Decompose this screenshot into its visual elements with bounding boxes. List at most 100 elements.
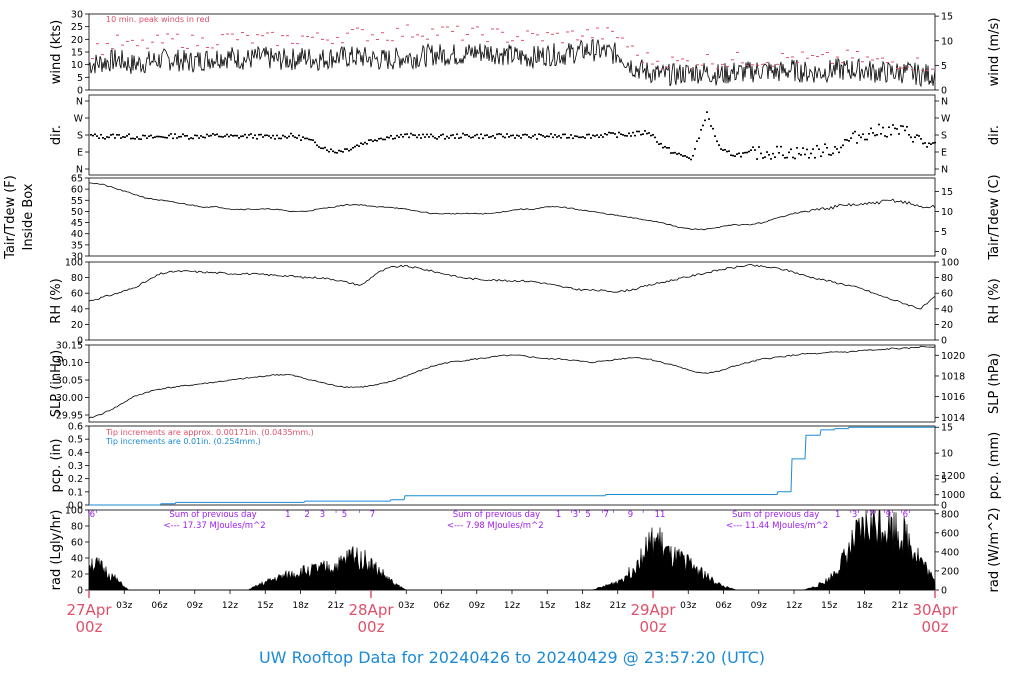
dir-point [824, 143, 826, 146]
dir-point [800, 154, 802, 156]
dir-point [364, 141, 366, 144]
dir-point [170, 133, 172, 135]
dir-point [548, 135, 550, 138]
dir-point [766, 151, 768, 153]
dir-point [810, 152, 812, 155]
dir-point [902, 125, 904, 128]
rh-ytick-label: 0 [77, 336, 83, 347]
dir-point [424, 136, 426, 138]
pcp-ytick-label: 0.3 [68, 461, 83, 472]
dir-point [402, 135, 404, 138]
temp-ytick-label: 30 [71, 252, 83, 263]
dir-point [432, 135, 434, 138]
dir-point [870, 127, 872, 130]
temp-ytick-right-label: 5 [941, 227, 947, 238]
dir-point [414, 134, 416, 137]
dir-point [182, 133, 184, 136]
dir-point [482, 137, 484, 140]
rad-hour-mark: ' [642, 510, 644, 520]
wind-note: 10 min. peak winds in red [106, 15, 210, 24]
dir-point [188, 138, 190, 140]
dir-point [914, 136, 916, 138]
dir-point [898, 133, 900, 135]
dir-point [702, 124, 704, 127]
dir-point [478, 137, 480, 139]
dir-point [784, 157, 786, 159]
dir-point [262, 136, 264, 138]
dir-point [906, 126, 908, 128]
dir-point [358, 145, 360, 147]
dir-point [228, 135, 230, 138]
dir-point [142, 134, 144, 137]
dir-point [430, 133, 432, 136]
temp-ylabel-right: Tair/Tdew (C) [987, 174, 1002, 260]
dir-point [558, 135, 560, 137]
dir-point [892, 124, 894, 126]
x-tick-label: 18z [292, 601, 308, 611]
dir-point [764, 156, 766, 158]
rad-hour-mark: '9' [883, 510, 893, 520]
dir-point [146, 137, 148, 139]
dir-point [276, 134, 278, 137]
dir-point [128, 133, 130, 136]
dir-point [216, 133, 218, 136]
dir-point [912, 140, 914, 143]
dir-point [348, 149, 350, 152]
dir-point [110, 134, 112, 136]
dir-point [278, 137, 280, 140]
slp-ytick-label: 30.15 [56, 341, 83, 352]
dir-point [592, 134, 594, 137]
dir-ytick-right-label: N [941, 97, 948, 108]
dir-point [744, 151, 746, 154]
rh-ytick-label: 20 [71, 320, 83, 331]
rad-hour-mark: '6' [87, 510, 97, 520]
x-tick-label: 09z [751, 601, 767, 611]
dir-point [334, 151, 336, 154]
rad-daily-sum-label: Sum of previous day [453, 510, 540, 520]
dir-point [412, 134, 414, 136]
x-tick-label: 06z [715, 601, 731, 611]
dir-point [516, 134, 518, 137]
x-tick-label: 09z [469, 601, 485, 611]
dir-point [928, 142, 930, 145]
dir-point [246, 136, 248, 139]
dir-point [490, 135, 492, 138]
dir-point [762, 157, 764, 159]
dir-point [612, 132, 614, 134]
day-label-date: 27Apr [66, 601, 112, 619]
dir-point [288, 135, 290, 138]
dir-ytick-right-label: N [941, 165, 948, 176]
dir-point [174, 133, 176, 135]
dir-point [130, 137, 132, 140]
slp-ytick-right-label: 1016 [941, 392, 965, 403]
dir-point [888, 126, 890, 129]
pcp-ytick-right-label: 5 [941, 475, 947, 486]
dir-point [910, 136, 912, 139]
dir-point [818, 148, 820, 151]
dir-point [716, 140, 718, 143]
dir-point [580, 136, 582, 139]
dir-point [294, 136, 296, 139]
slp-ytick-right-label: 1014 [941, 413, 965, 424]
rh-ytick-label: 40 [71, 304, 83, 315]
dir-point [466, 134, 468, 136]
dir-point [688, 157, 690, 159]
dir-point [722, 149, 724, 151]
dir-point [222, 136, 224, 138]
dir-point [256, 137, 258, 140]
dir-point [562, 133, 564, 136]
dir-point [208, 135, 210, 137]
dir-point [362, 143, 364, 145]
rad-hour-mark: '7 [601, 510, 609, 520]
dir-point [150, 134, 152, 137]
dir-point [340, 150, 342, 153]
x-tick-label: 21z [328, 601, 344, 611]
dir-point [106, 136, 108, 138]
dir-point [508, 136, 510, 138]
dir-point [120, 137, 122, 139]
rad-daily-sum-value: <--- 17.37 MJoules/m^2 [163, 521, 265, 531]
dir-point [576, 135, 578, 138]
dir-point [300, 139, 302, 141]
wind-ytick-label: 15 [71, 48, 83, 59]
